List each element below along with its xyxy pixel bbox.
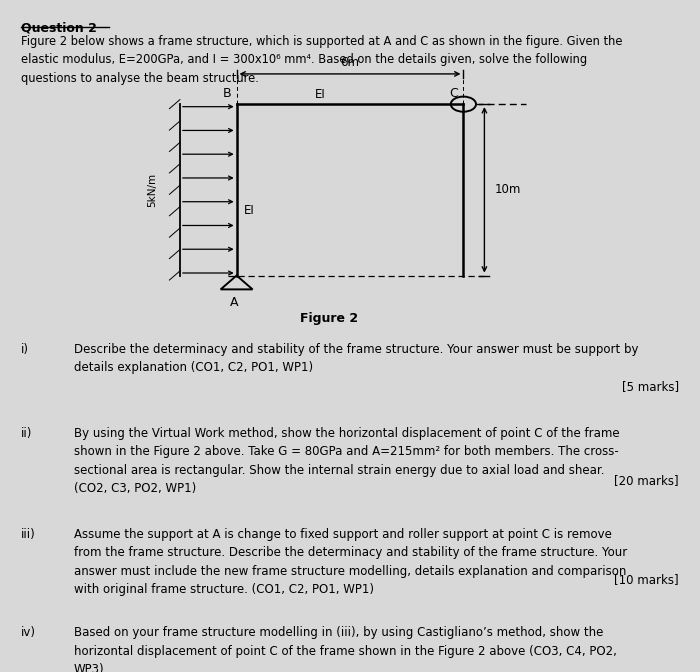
Text: By using the Virtual Work method, show the horizontal displacement of point C of: By using the Virtual Work method, show t… bbox=[74, 427, 619, 495]
Text: 10m: 10m bbox=[495, 183, 522, 196]
Text: i): i) bbox=[21, 343, 29, 355]
Text: iv): iv) bbox=[21, 626, 36, 639]
Text: [10 marks]: [10 marks] bbox=[615, 573, 679, 585]
Text: Based on your frame structure modelling in (iii), by using Castigliano’s method,: Based on your frame structure modelling … bbox=[74, 626, 617, 672]
Text: [20 marks]: [20 marks] bbox=[615, 474, 679, 487]
Text: [5 marks]: [5 marks] bbox=[622, 380, 679, 392]
Text: 5kN/m: 5kN/m bbox=[148, 173, 158, 207]
Text: C: C bbox=[449, 87, 459, 99]
Text: Describe the determinacy and stability of the frame structure. Your answer must : Describe the determinacy and stability o… bbox=[74, 343, 638, 374]
Text: Figure 2 below shows a frame structure, which is supported at A and C as shown i: Figure 2 below shows a frame structure, … bbox=[21, 35, 622, 85]
Text: EI: EI bbox=[315, 88, 326, 101]
Text: EI: EI bbox=[244, 204, 255, 216]
Text: iii): iii) bbox=[21, 528, 36, 540]
Text: 6m: 6m bbox=[340, 56, 360, 69]
Text: Figure 2: Figure 2 bbox=[300, 312, 358, 325]
Text: B: B bbox=[223, 87, 232, 99]
Text: Question 2: Question 2 bbox=[21, 22, 97, 34]
Text: Assume the support at A is change to fixed support and roller support at point C: Assume the support at A is change to fix… bbox=[74, 528, 626, 596]
Text: A: A bbox=[230, 296, 239, 308]
Text: ii): ii) bbox=[21, 427, 32, 439]
